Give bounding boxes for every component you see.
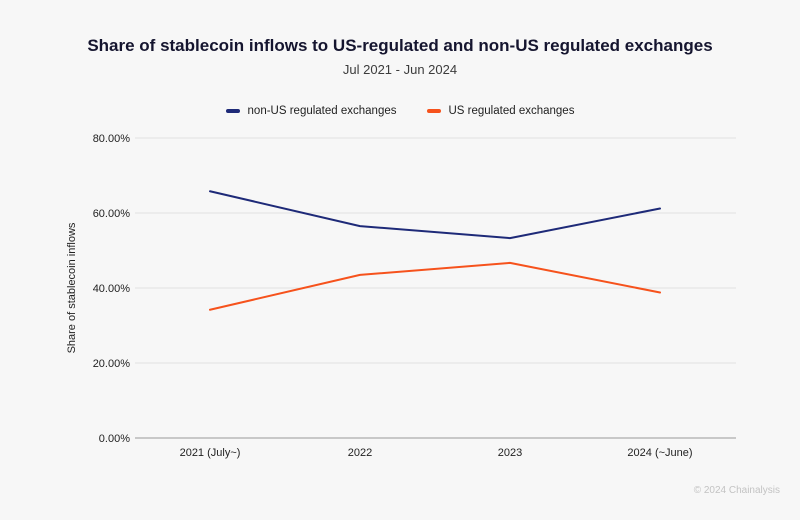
legend: non-US regulated exchanges US regulated e… [0,105,800,117]
y-tick-label: 20.00% [93,358,131,370]
legend-swatch-icon [426,109,441,113]
chart-title: Share of stablecoin inflows to US-regula… [87,36,713,55]
y-tick-label: 80.00% [93,133,131,145]
legend-label: non-US regulated exchanges [247,105,397,117]
series-line-non-us-regulated-exchanges [209,190,661,240]
chart-subtitle: Jul 2021 - Jun 2024 [342,62,458,77]
x-tick-label: 2024 (~June) [627,447,692,459]
y-tick-label: 60.00% [93,208,131,220]
series-line-us-regulated-exchanges [209,261,661,311]
x-tick-label: 2023 [498,447,522,459]
legend-swatch-icon [225,109,240,113]
copyright-credit: © 2024 Chainalysis [693,485,780,496]
legend-item: non-US regulated exchanges [225,105,397,117]
x-tick-label: 2022 [348,447,372,459]
legend-label: US regulated exchanges [448,105,575,117]
x-tick-label: 2021 (July~) [180,447,241,459]
y-tick-label: 0.00% [99,433,130,445]
legend-item: US regulated exchanges [426,105,575,117]
y-tick-label: 40.00% [93,283,131,295]
